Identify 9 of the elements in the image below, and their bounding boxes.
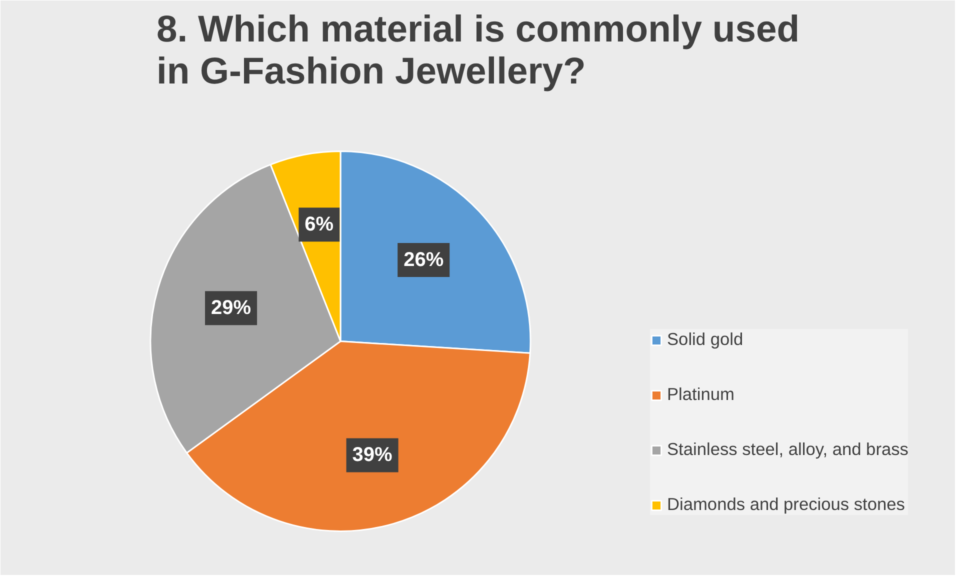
data-label: 26%: [404, 248, 444, 271]
data-label: 39%: [352, 444, 393, 466]
legend-label: Platinum: [667, 384, 734, 405]
data-label: 29%: [211, 297, 252, 320]
legend-label: Stainless steel, alloy, and brass: [667, 439, 908, 460]
data-label: 6%: [304, 214, 334, 236]
legend-label: Diamonds and precious stones: [667, 494, 905, 515]
legend-label: Solid gold: [667, 329, 744, 350]
chart-title: 8. Which material is commonly used in G-Fashion Jewellery?: [156, 8, 800, 92]
